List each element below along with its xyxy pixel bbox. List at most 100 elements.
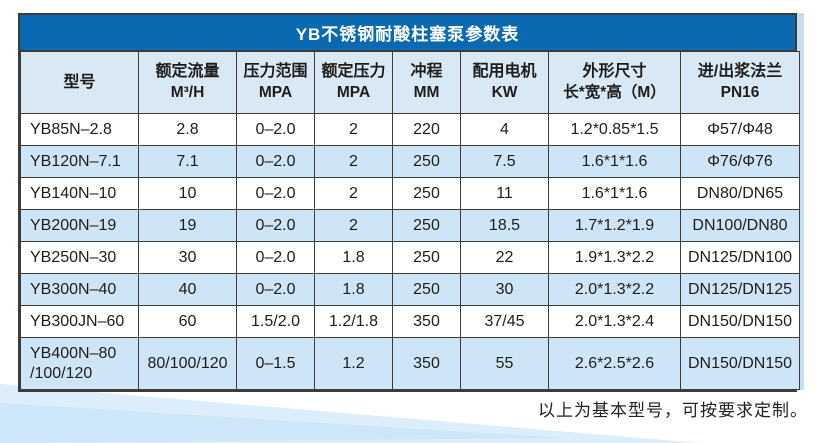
table-cell: 0–1.5: [236, 337, 315, 390]
table-cell: DN150/DN150: [680, 305, 800, 338]
table-cell: DN80/DN65: [680, 177, 800, 210]
table-title: YB不锈钢耐酸柱塞泵参数表: [20, 15, 795, 51]
table-cell: 0–2.0: [236, 177, 315, 210]
table-cell: 0–2.0: [236, 113, 315, 146]
table-cell: 250: [392, 241, 461, 274]
table-cell: 1.2/1.8: [314, 305, 393, 338]
parameters-table: 型号 额定流量 M³/H 压力范围 MPA 额定压力 MPA 冲程 MM 配用电机 KW 外形尺寸 长*…: [20, 51, 800, 390]
table-cell: 1.6*1*1.6: [548, 145, 681, 178]
table-cell: 2: [314, 177, 393, 210]
table-cell: YB300JN–60: [20, 305, 139, 338]
header-cell-2: 压力范围 MPA: [236, 51, 315, 114]
table-cell: 1.7*1.2*1.9: [548, 209, 681, 242]
table-cell: 2.8: [138, 113, 237, 146]
table-cell: 1.9*1.3*2.2: [548, 241, 681, 274]
table-cell: 0–2.0: [236, 241, 315, 274]
header-cell-0: 型号: [20, 51, 139, 114]
header-cell-6: 外形尺寸长*宽*高（M）: [548, 51, 681, 114]
table-cell: 80/100/120: [138, 337, 237, 390]
header-label: 冲程: [410, 63, 443, 81]
table-cell: 22: [460, 241, 549, 274]
pump-parameters-panel: YB不锈钢耐酸柱塞泵参数表 型号 额定流量 M³/H 压力范围 MPA 额定压力 MPA 冲程…: [18, 13, 800, 392]
table-cell: YB140N–10: [20, 177, 139, 210]
header-label: 外形尺寸: [582, 63, 647, 81]
table-cell: 18.5: [460, 209, 549, 242]
table-cell: 7.5: [460, 145, 549, 178]
table-cell: 0–2.0: [236, 273, 315, 306]
header-label: 额定压力: [321, 63, 386, 81]
table-cell: 2: [314, 209, 393, 242]
header-unit: M³/H: [170, 83, 205, 101]
header-label: 进/出浆法兰: [697, 63, 783, 81]
table-body: YB85N–2.8 2.8 0–2.0 2 220 4 1.2*0.85*1.5 Φ57/Φ4…: [20, 113, 800, 390]
table-cell: 60: [138, 305, 237, 338]
table-row: YB140N–10 10 0–2.0 2 250 11 1.6*1*1.6 DN80/DN65: [20, 177, 800, 210]
table-cell: 250: [392, 273, 461, 306]
table-cell: 350: [392, 305, 461, 338]
table-cell: DN150/DN150: [680, 337, 800, 390]
table-cell: 1.8: [314, 273, 393, 306]
header-unit: MM: [413, 83, 440, 101]
table-cell: 30: [460, 273, 549, 306]
table-cell: 250: [392, 145, 461, 178]
table-cell: 350: [392, 337, 461, 390]
table-row: YB300JN–60 60 1.5/2.0 1.2/1.8 350 37/45 2.0*1.…: [20, 305, 800, 338]
table-cell: 1.6*1*1.6: [548, 177, 681, 210]
table-cell: 2.0*1.3*2.4: [548, 305, 681, 338]
table-cell: 2: [314, 145, 393, 178]
table-cell: DN125/DN100: [680, 241, 800, 274]
table-cell: 11: [460, 177, 549, 210]
table-row: YB250N–30 30 0–2.0 1.8 250 22 1.9*1.3*2.2 DN125…: [20, 241, 800, 274]
table-cell: 1.2: [314, 337, 393, 390]
table-cell: 1.8: [314, 241, 393, 274]
header-label: 额定流量: [155, 63, 220, 81]
table-cell: YB120N–7.1: [20, 145, 139, 178]
header-cell-4: 冲程 MM: [392, 51, 461, 114]
header-unit: KW: [491, 83, 518, 101]
table-cell: YB200N–19: [20, 209, 139, 242]
table-cell: 55: [460, 337, 549, 390]
table-cell: 0–2.0: [236, 145, 315, 178]
header-unit: MPA: [336, 83, 371, 101]
table-cell: 19: [138, 209, 237, 242]
footer-note: 以上为基本型号，可按要求定制。: [538, 401, 808, 420]
table-cell: YB300N–40: [20, 273, 139, 306]
table-row: YB400N–80 /100/120 80/100/120 0–1.5 1.2 350 5…: [20, 337, 800, 390]
table-cell: YB85N–2.8: [20, 113, 139, 146]
table-cell: YB250N–30: [20, 241, 139, 274]
table-cell: 220: [392, 113, 461, 146]
table-cell: DN125/DN125: [680, 273, 800, 306]
table-row: YB120N–7.1 7.1 0–2.0 2 250 7.5 1.6*1*1.6 Φ76/Φ7…: [20, 145, 800, 178]
table-cell: 10: [138, 177, 237, 210]
header-row: 型号 额定流量 M³/H 压力范围 MPA 额定压力 MPA 冲程 MM 配用电机 KW 外形尺寸 长*…: [20, 51, 800, 114]
table-cell: DN100/DN80: [680, 209, 800, 242]
table-cell: 2.6*2.5*2.6: [548, 337, 681, 390]
header-cell-3: 额定压力 MPA: [314, 51, 393, 114]
table-edge-accent: [797, 13, 804, 390]
table-row: YB200N–19 19 0–2.0 2 250 18.5 1.7*1.2*1.9 DN100…: [20, 209, 800, 242]
table-cell: 30: [138, 241, 237, 274]
table-cell: 1.2*0.85*1.5: [548, 113, 681, 146]
table-cell: 2.0*1.3*2.2: [548, 273, 681, 306]
table-cell: 37/45: [460, 305, 549, 338]
table-cell: 250: [392, 209, 461, 242]
header-label: 压力范围: [243, 63, 308, 81]
table-cell: Φ57/Φ48: [680, 113, 800, 146]
header-unit: PN16: [720, 83, 760, 101]
header-unit: 长*宽*高（M）: [563, 83, 666, 101]
table-cell: Φ76/Φ76: [680, 145, 800, 178]
table-row: YB85N–2.8 2.8 0–2.0 2 220 4 1.2*0.85*1.5 Φ57/Φ4…: [20, 113, 800, 146]
table-cell: 0–2.0: [236, 209, 315, 242]
table-cell: 7.1: [138, 145, 237, 178]
header-cell-5: 配用电机 KW: [460, 51, 549, 114]
table-cell: 1.5/2.0: [236, 305, 315, 338]
header-unit: MPA: [258, 83, 293, 101]
header-label: 型号: [63, 73, 96, 91]
table-cell: YB400N–80 /100/120: [20, 337, 139, 390]
header-cell-7: 进/出浆法兰 PN16: [680, 51, 800, 114]
table-row: YB300N–40 40 0–2.0 1.8 250 30 2.0*1.3*2.2 DN125…: [20, 273, 800, 306]
table-cell: 2: [314, 113, 393, 146]
header-cell-1: 额定流量 M³/H: [138, 51, 237, 114]
table-cell: 40: [138, 273, 237, 306]
